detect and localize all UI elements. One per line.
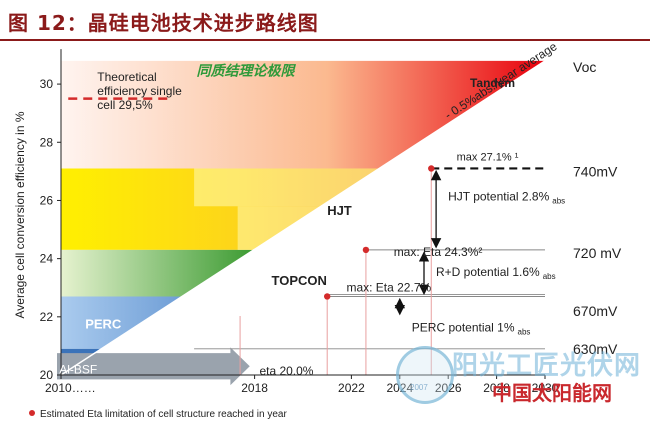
tandem-region xyxy=(61,60,545,169)
right-axis-label-4: 630mV xyxy=(573,341,618,357)
watermark-site-name-secondary: 中国太阳能网 xyxy=(492,381,612,405)
potential-label-3: PERC potential 1% abs xyxy=(412,320,531,336)
hjt-label: HJT xyxy=(327,203,352,218)
right-axis-label-3: 670mV xyxy=(573,303,618,319)
milestone-label-1: max: Eta 22.7% xyxy=(346,280,431,294)
potential-label-subscript: abs xyxy=(518,327,531,336)
y-tick-label: 22 xyxy=(40,310,54,324)
watermark-logo xyxy=(396,346,454,404)
milestone-point-2 xyxy=(362,246,370,254)
al-bsf-efficiency-label: eta 20.0% xyxy=(259,364,313,378)
title-divider xyxy=(0,39,650,41)
theoretical-limit-label: cell 29,5% xyxy=(97,98,153,112)
x-tick-label: 2010…… xyxy=(45,381,96,395)
figure-header: 图 12：晶硅电池技术进步路线图 xyxy=(0,0,650,41)
perc-region xyxy=(61,296,182,349)
potential-label-2: R+D potential 1.6% abs xyxy=(436,265,556,281)
legend-note: Estimated Eta limitation of cell structu… xyxy=(40,409,287,420)
topcon-region xyxy=(61,249,254,297)
perc-label: PERC xyxy=(85,316,122,331)
theoretical-limit-cn-label: 同质结理论极限 xyxy=(197,62,297,78)
milestone-label-3: max 27.1% ¹ xyxy=(457,151,519,163)
chart-marks xyxy=(29,165,442,416)
y-tick-label: 28 xyxy=(40,135,54,149)
al-bsf-label: Al-BSF xyxy=(59,363,97,377)
watermark-site-name: 阳光工匠光伏网 xyxy=(452,351,642,381)
y-axis-title: Average cell conversion efficiency in % xyxy=(13,111,27,318)
theoretical-limit-label: Theoretical xyxy=(97,70,156,84)
y-tick-label: 20 xyxy=(40,368,54,382)
right-axis-title: Voc xyxy=(573,59,596,75)
milestone-label-2: max: Eta 24.3%² xyxy=(394,245,483,259)
watermark-year: 2007 xyxy=(410,383,428,392)
x-tick-label: 2030 xyxy=(532,381,559,395)
potential-label-1: HJT potential 2.8% abs xyxy=(448,189,565,205)
x-tick-label: 2022 xyxy=(338,381,365,395)
right-axis-label-2: 720 mV xyxy=(573,245,622,261)
theoretical-limit-label: efficiency single xyxy=(97,84,182,98)
potential-label-subscript: abs xyxy=(543,272,556,281)
figure-title: 图 12：晶硅电池技术进步路线图 xyxy=(8,11,319,35)
x-tick-label: 2018 xyxy=(241,381,268,395)
legend-marker xyxy=(29,410,35,416)
y-tick-label: 24 xyxy=(40,252,54,266)
right-axis-label-1: 740mV xyxy=(573,163,618,179)
reference-lines xyxy=(60,60,546,376)
milestone-point-1 xyxy=(324,293,331,300)
potential-label-subscript: abs xyxy=(552,196,565,205)
y-tick-label: 30 xyxy=(40,77,54,91)
x-tick-label: 2028 xyxy=(483,381,510,395)
y-tick-label: 26 xyxy=(40,193,54,207)
trend-line xyxy=(60,60,546,376)
tandem-label: Tandem xyxy=(470,76,515,90)
milestone-point-3 xyxy=(428,165,435,172)
al-bsf-arrow xyxy=(57,347,250,386)
topcon-label: TOPCON xyxy=(272,273,327,288)
